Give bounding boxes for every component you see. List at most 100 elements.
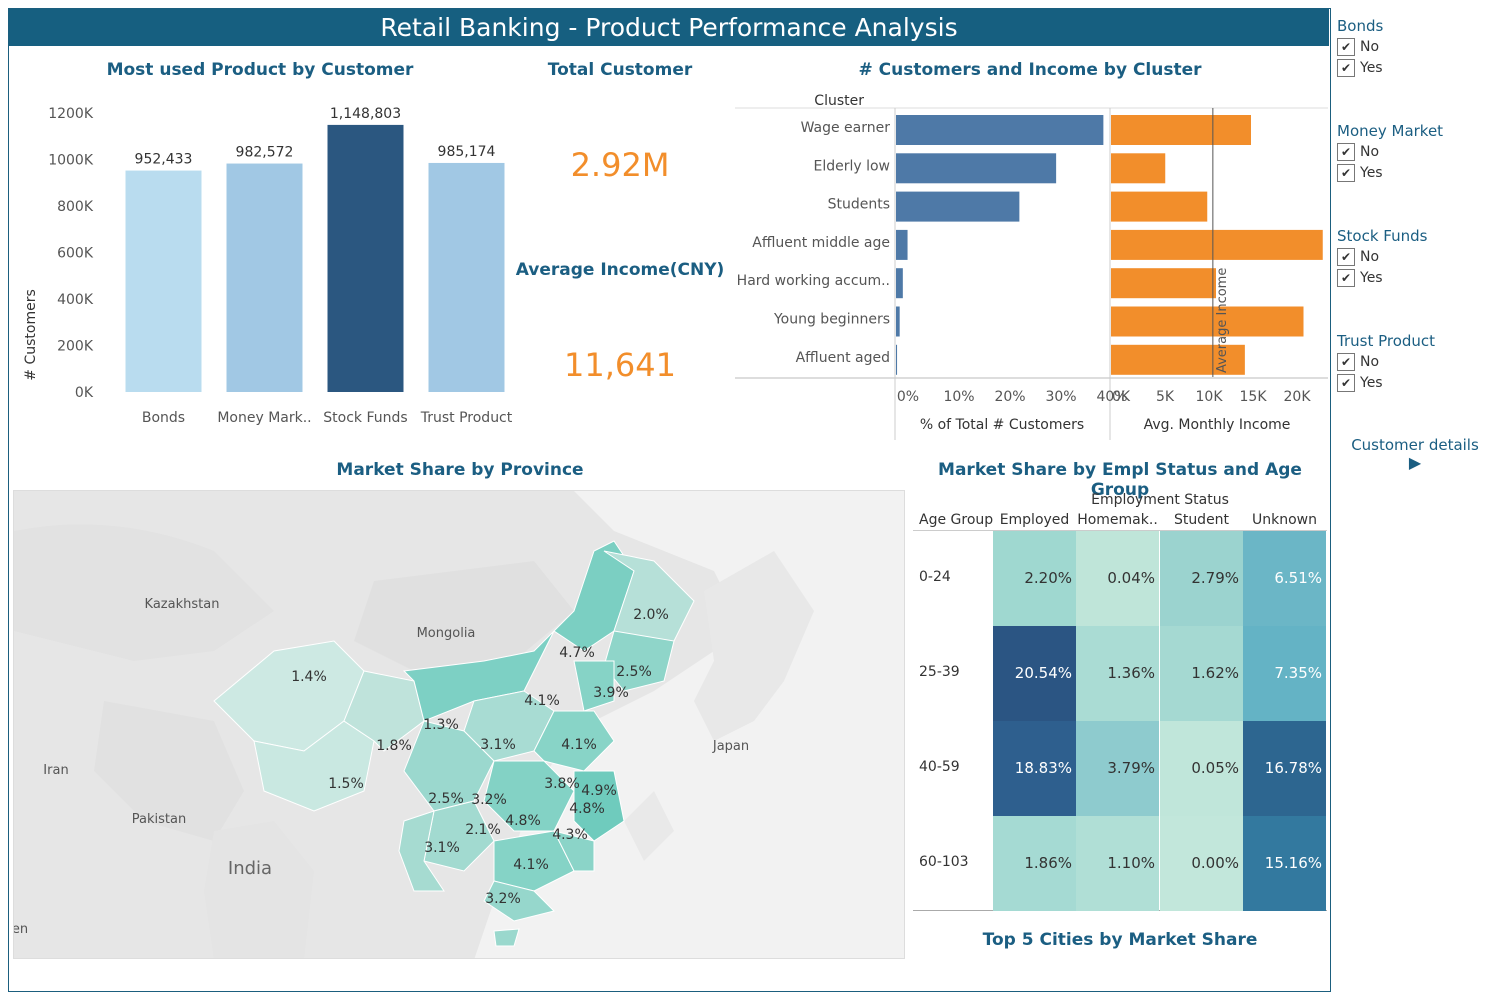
heatmap-cell[interactable]: 20.54%	[993, 626, 1076, 721]
product-chart-title: Most used Product by Customer	[106, 60, 414, 80]
cluster-income-bar[interactable]	[1111, 344, 1245, 375]
heatmap-cell[interactable]: 15.16%	[1243, 816, 1326, 911]
province-share-label: 1.3%	[423, 717, 459, 733]
heatmap-cell[interactable]: 6.51%	[1243, 531, 1326, 626]
filter-option[interactable]: ✔ No	[1337, 352, 1379, 372]
heatmap-title: Market Share by Empl Status and Age Grou…	[938, 460, 1302, 500]
pct-axis-tick: 30%	[1045, 389, 1076, 405]
province-share-label: 1.4%	[291, 669, 327, 685]
total-customer-value: 2.92M	[570, 146, 670, 184]
province-share-label: 3.1%	[480, 737, 516, 753]
product-bar[interactable]	[226, 163, 303, 392]
income-axis-tick: 15K	[1240, 389, 1268, 405]
filter-title: Bonds	[1337, 17, 1384, 35]
heatmap-row-label: 0-24	[919, 569, 951, 585]
checkbox-checked-icon[interactable]: ✔	[1337, 59, 1355, 77]
filter-option[interactable]: ✔ No	[1337, 247, 1379, 267]
cluster-pct-bar[interactable]	[896, 344, 898, 375]
heatmap-cell[interactable]: 2.20%	[993, 531, 1076, 626]
cluster-income-bar[interactable]	[1111, 306, 1304, 337]
product-y-tick: 600K	[57, 246, 94, 262]
average-income-reference-label: Average Income	[1215, 268, 1230, 373]
province-share-label: 4.8%	[505, 813, 541, 829]
cluster-category-label: Young beginners	[773, 312, 890, 328]
heatmap-row-label: 60-103	[919, 854, 969, 870]
heatmap-row-label: 40-59	[919, 759, 960, 775]
heatmap-cell[interactable]: 0.00%	[1160, 816, 1243, 911]
product-bar[interactable]	[428, 162, 505, 392]
map-label-iran: Iran	[43, 763, 68, 778]
avg-income-value: 11,641	[564, 346, 676, 384]
checkbox-checked-icon[interactable]: ✔	[1337, 353, 1355, 371]
filter-option[interactable]: ✔ No	[1337, 142, 1379, 162]
product-category-label: Stock Funds	[323, 410, 407, 426]
cluster-income-bar[interactable]	[1111, 268, 1216, 299]
heatmap-cell[interactable]: 0.05%	[1160, 721, 1243, 816]
checkbox-checked-icon[interactable]: ✔	[1337, 38, 1355, 56]
map-label-pakistan: Pakistan	[132, 812, 186, 827]
province-share-label: 4.1%	[524, 693, 560, 709]
heatmap-cell[interactable]: 1.86%	[993, 816, 1076, 911]
income-axis-tick: 20K	[1284, 389, 1312, 405]
heatmap-cell[interactable]: 1.36%	[1076, 626, 1159, 721]
map-canvas: Kazakhstan Mongolia Iran Pakistan India …	[14, 491, 904, 958]
product-y-axis-label: # Customers	[23, 289, 39, 380]
customer-details-button[interactable]: Customer details ▶	[1341, 436, 1489, 474]
checkbox-checked-icon[interactable]: ✔	[1337, 269, 1355, 287]
cluster-category-label: Wage earner	[801, 120, 891, 136]
heatmap-cell[interactable]: 0.04%	[1076, 531, 1159, 626]
product-bar-value-label: 1,148,803	[330, 106, 401, 122]
heatmap-cell[interactable]: 1.10%	[1076, 816, 1159, 911]
filter-option[interactable]: ✔ Yes	[1337, 268, 1383, 288]
filter-option[interactable]: ✔ Yes	[1337, 58, 1383, 78]
product-bar[interactable]	[125, 170, 202, 392]
checkbox-checked-icon[interactable]: ✔	[1337, 374, 1355, 392]
pct-axis-tick: 40%	[1096, 389, 1127, 405]
cluster-pct-bar[interactable]	[896, 153, 1057, 184]
cluster-pct-bar[interactable]	[896, 229, 908, 260]
heatmap-cell[interactable]: 7.35%	[1243, 626, 1326, 721]
cluster-income-bar[interactable]	[1111, 191, 1208, 222]
map-label-japan: Japan	[712, 739, 749, 754]
filter-option-label: No	[1360, 39, 1380, 55]
cluster-pct-bar[interactable]	[896, 115, 1104, 145]
cluster-pct-bar[interactable]	[896, 306, 900, 337]
filter-option[interactable]: ✔ No	[1337, 37, 1379, 57]
filter-option[interactable]: ✔ Yes	[1337, 163, 1383, 183]
checkbox-checked-icon[interactable]: ✔	[1337, 248, 1355, 266]
province-share-label: 2.5%	[428, 791, 464, 807]
filter-option[interactable]: ✔ Yes	[1337, 373, 1383, 393]
product-y-tick: 1000K	[48, 153, 94, 169]
heatmap-cell[interactable]: 1.62%	[1160, 626, 1243, 721]
map-label-mongolia: Mongolia	[417, 626, 476, 641]
province-share-label: 4.9%	[581, 783, 617, 799]
map-label-kazakhstan: Kazakhstan	[145, 597, 220, 612]
cluster-income-bar[interactable]	[1111, 115, 1251, 145]
cluster-chart-title: # Customers and Income by Cluster	[858, 60, 1202, 80]
avg-income-label: Average Income(CNY)	[515, 260, 725, 280]
map-label-partial: en	[14, 922, 28, 937]
product-category-label: Money Mark..	[217, 410, 311, 426]
checkbox-checked-icon[interactable]: ✔	[1337, 143, 1355, 161]
province-share-label: 4.1%	[561, 737, 597, 753]
product-bar[interactable]	[327, 124, 404, 392]
product-category-label: Trust Product	[420, 410, 513, 426]
filter-option-label: Yes	[1360, 375, 1383, 391]
heatmap-cell[interactable]: 18.83%	[993, 721, 1076, 816]
map-label-india: India	[228, 858, 272, 879]
heatmap-col-group-header: Employment Status	[1091, 492, 1229, 508]
heatmap-cell[interactable]: 2.79%	[1160, 531, 1243, 626]
cluster-income-bar[interactable]	[1111, 229, 1323, 260]
province-map[interactable]: Kazakhstan Mongolia Iran Pakistan India …	[13, 490, 905, 959]
heatmap-cell[interactable]: 3.79%	[1076, 721, 1159, 816]
cluster-pct-bar[interactable]	[896, 191, 1020, 222]
province-share-label: 4.3%	[552, 827, 588, 843]
province-share-label: 1.5%	[328, 776, 364, 792]
cluster-category-label: Hard working accum..	[737, 273, 890, 289]
cluster-pct-bar[interactable]	[896, 268, 903, 299]
checkbox-checked-icon[interactable]: ✔	[1337, 164, 1355, 182]
filter-option-label: No	[1360, 249, 1380, 265]
cluster-row-header: Cluster	[814, 93, 864, 109]
cluster-income-bar[interactable]	[1111, 153, 1166, 184]
heatmap-cell[interactable]: 16.78%	[1243, 721, 1326, 816]
